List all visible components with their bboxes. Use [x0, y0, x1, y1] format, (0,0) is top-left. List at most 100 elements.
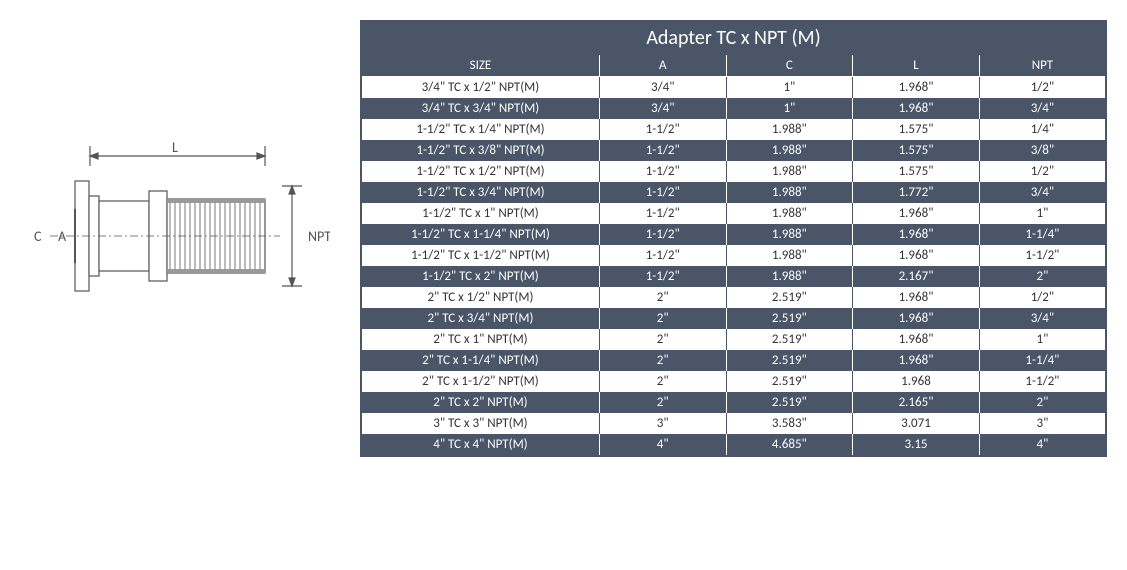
table-cell: 1.968": [853, 329, 980, 350]
table-cell: 1-1/2" TC x 3/4" NPT(M): [361, 182, 599, 203]
table-cell: 1.988": [726, 119, 853, 140]
table-cell: 1.988": [726, 161, 853, 182]
table-row: 1-1/2" TC x 1-1/4" NPT(M)1-1/2"1.988"1.9…: [361, 224, 1106, 245]
table-cell: 1-1/4": [979, 224, 1106, 245]
table-cell: 1-1/2": [599, 245, 726, 266]
dim-label-C: C: [34, 228, 42, 245]
table-cell: 1-1/4": [979, 350, 1106, 371]
table-cell: 1.988": [726, 245, 853, 266]
table-cell: 4": [979, 434, 1106, 456]
table-cell: 2.519": [726, 329, 853, 350]
table-cell: 1.988": [726, 266, 853, 287]
table-cell: 1.968": [853, 203, 980, 224]
table-cell: 3/4": [599, 98, 726, 119]
table-cell: 1.968": [853, 350, 980, 371]
table-cell: 2.519": [726, 392, 853, 413]
table-row: 1-1/2" TC x 3/8" NPT(M)1-1/2"1.988"1.575…: [361, 140, 1106, 161]
col-header-npt: NPT: [979, 55, 1106, 77]
table-cell: 1-1/2": [599, 140, 726, 161]
table-cell: 1/2": [979, 287, 1106, 308]
table-row: 1-1/2" TC x 1" NPT(M)1-1/2"1.988"1.968"1…: [361, 203, 1106, 224]
table-cell: 2" TC x 2" NPT(M): [361, 392, 599, 413]
adapter-diagram: L NPT C A: [20, 121, 330, 356]
table-cell: 1-1/2" TC x 2" NPT(M): [361, 266, 599, 287]
table-cell: 2.519": [726, 371, 853, 392]
table-cell: 2.519": [726, 287, 853, 308]
table-cell: 1/2": [979, 77, 1106, 99]
table-cell: 1-1/2" TC x 1" NPT(M): [361, 203, 599, 224]
table-cell: 3" TC x 3" NPT(M): [361, 413, 599, 434]
table-row: 2" TC x 2" NPT(M)2"2.519"2.165"2": [361, 392, 1106, 413]
table-row: 1-1/2" TC x 1-1/2" NPT(M)1-1/2"1.988"1.9…: [361, 245, 1106, 266]
table-cell: 3": [599, 413, 726, 434]
table-row: 1-1/2" TC x 1/2" NPT(M)1-1/2"1.988"1.575…: [361, 161, 1106, 182]
table-cell: 4" TC x 4" NPT(M): [361, 434, 599, 456]
table-cell: 1-1/2" TC x 3/8" NPT(M): [361, 140, 599, 161]
table-cell: 2" TC x 3/4" NPT(M): [361, 308, 599, 329]
table-cell: 1/2": [979, 161, 1106, 182]
table-cell: 1.988": [726, 140, 853, 161]
table-cell: 2": [599, 287, 726, 308]
spec-table: Adapter TC x NPT (M) SIZE A C L NPT 3/4"…: [360, 20, 1107, 457]
table-cell: 3/4": [979, 308, 1106, 329]
table-cell: 3.15: [853, 434, 980, 456]
table-cell: 1.968": [853, 287, 980, 308]
table-row: 2" TC x 1/2" NPT(M)2"2.519"1.968"1/2": [361, 287, 1106, 308]
table-cell: 2" TC x 1" NPT(M): [361, 329, 599, 350]
table-cell: 1.968": [853, 245, 980, 266]
dim-label-NPT: NPT: [308, 228, 330, 245]
table-cell: 3.071: [853, 413, 980, 434]
table-cell: 2": [599, 329, 726, 350]
table-cell: 2": [599, 350, 726, 371]
table-row: 1-1/2" TC x 2" NPT(M)1-1/2"1.988"2.167"2…: [361, 266, 1106, 287]
table-cell: 1": [979, 203, 1106, 224]
col-header-c: C: [726, 55, 853, 77]
dim-label-L: L: [172, 139, 178, 156]
table-cell: 3": [979, 413, 1106, 434]
table-cell: 3/4": [979, 182, 1106, 203]
table-row: 3/4" TC x 1/2" NPT(M)3/4"1"1.968"1/2": [361, 77, 1106, 99]
table-cell: 2": [599, 371, 726, 392]
col-header-size: SIZE: [361, 55, 599, 77]
table-cell: 1.968": [853, 98, 980, 119]
table-cell: 1-1/2" TC x 1/4" NPT(M): [361, 119, 599, 140]
table-row: 1-1/2" TC x 1/4" NPT(M)1-1/2"1.988"1.575…: [361, 119, 1106, 140]
table-row: 2" TC x 3/4" NPT(M)2"2.519"1.968"3/4": [361, 308, 1106, 329]
table-cell: 1-1/2": [599, 119, 726, 140]
table-cell: 3/4": [599, 77, 726, 99]
table-cell: 3/4" TC x 3/4" NPT(M): [361, 98, 599, 119]
col-header-a: A: [599, 55, 726, 77]
table-cell: 1.988": [726, 182, 853, 203]
table-cell: 4.685": [726, 434, 853, 456]
table-cell: 2.165": [853, 392, 980, 413]
table-cell: 1.988": [726, 224, 853, 245]
table-cell: 1-1/2": [599, 161, 726, 182]
table-cell: 3/8": [979, 140, 1106, 161]
table-cell: 3.583": [726, 413, 853, 434]
table-title-row: Adapter TC x NPT (M): [361, 21, 1106, 55]
table-cell: 1.772": [853, 182, 980, 203]
table-cell: 3/4" TC x 1/2" NPT(M): [361, 77, 599, 99]
table-row: 1-1/2" TC x 3/4" NPT(M)1-1/2"1.988"1.772…: [361, 182, 1106, 203]
table-cell: 1-1/2" TC x 1-1/4" NPT(M): [361, 224, 599, 245]
table-cell: 2": [979, 392, 1106, 413]
table-cell: 1.988": [726, 203, 853, 224]
table-cell: 1-1/2": [979, 371, 1106, 392]
table-cell: 1.968": [853, 224, 980, 245]
spec-table-container: Adapter TC x NPT (M) SIZE A C L NPT 3/4"…: [360, 20, 1107, 457]
table-cell: 1.968": [853, 308, 980, 329]
table-row: 2" TC x 1-1/2" NPT(M)2"2.519"1.9681-1/2": [361, 371, 1106, 392]
table-cell: 1.575": [853, 161, 980, 182]
table-row: 2" TC x 1-1/4" NPT(M)2"2.519"1.968"1-1/4…: [361, 350, 1106, 371]
table-cell: 2" TC x 1/2" NPT(M): [361, 287, 599, 308]
table-cell: 1-1/2": [599, 266, 726, 287]
table-cell: 2": [599, 308, 726, 329]
table-cell: 2" TC x 1-1/2" NPT(M): [361, 371, 599, 392]
table-cell: 1-1/2" TC x 1-1/2" NPT(M): [361, 245, 599, 266]
table-row: 3" TC x 3" NPT(M)3"3.583"3.0713": [361, 413, 1106, 434]
table-cell: 2" TC x 1-1/4" NPT(M): [361, 350, 599, 371]
table-cell: 1/4": [979, 119, 1106, 140]
table-cell: 1.575": [853, 140, 980, 161]
table-cell: 3/4": [979, 98, 1106, 119]
table-cell: 1": [979, 329, 1106, 350]
